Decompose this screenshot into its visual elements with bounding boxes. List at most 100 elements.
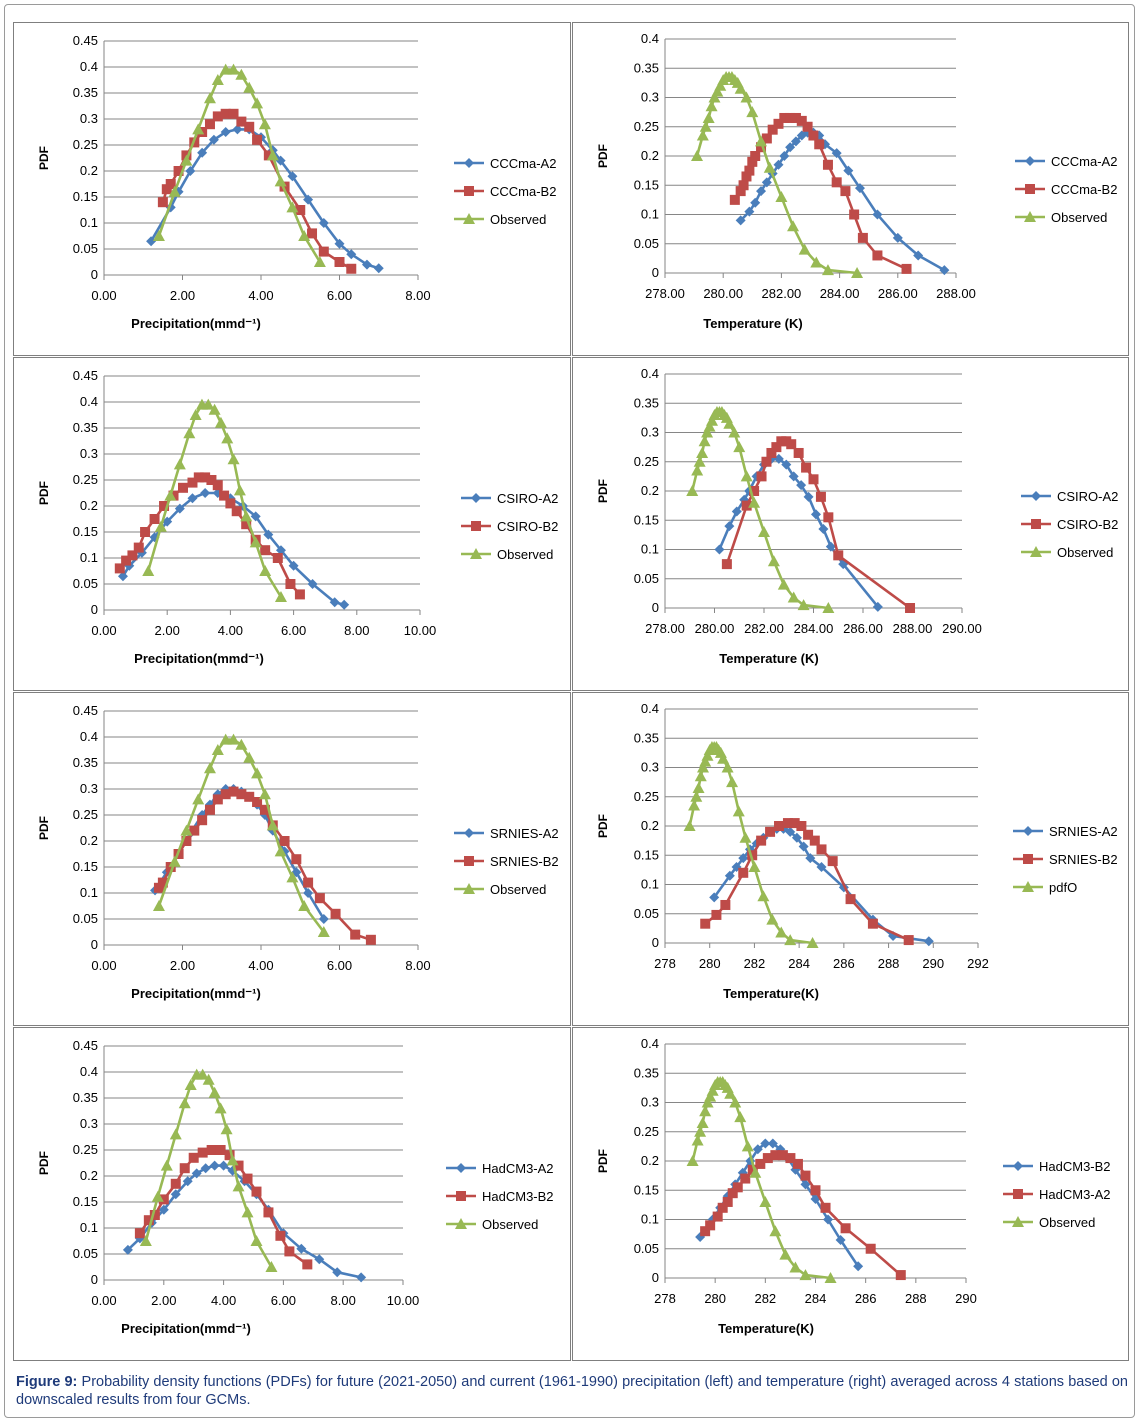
y-tick-label: 0.3	[80, 111, 98, 126]
data-point-pdfo	[726, 776, 739, 788]
data-point-pdfo	[699, 755, 712, 767]
data-point-cccma-a2	[790, 136, 801, 147]
data-point-observed	[763, 161, 776, 173]
legend-marker-observed	[1030, 546, 1042, 557]
x-tick-label: 278.00	[645, 286, 685, 301]
x-tick-label: 278	[654, 956, 676, 971]
x-tick-label: 282	[754, 1291, 776, 1306]
legend-label-cccma-b2: CCCma-B2	[490, 184, 556, 199]
y-axis-title: PDF	[596, 144, 610, 168]
y-tick-label: 0.2	[641, 1153, 659, 1168]
x-tick-label: 6.00	[271, 1293, 296, 1308]
y-tick-label: 0.25	[634, 1124, 659, 1139]
data-point-cccma-a2	[831, 148, 842, 159]
data-point-observed	[313, 256, 326, 267]
data-point-observed	[286, 871, 299, 883]
data-point-hadcm3-a2	[770, 1150, 781, 1161]
y-tick-label: 0.15	[73, 524, 98, 539]
data-point-cccma-a2	[303, 194, 314, 205]
data-point-observed	[258, 118, 271, 130]
legend-marker-observed	[1024, 211, 1036, 222]
data-point-hadcm3-b2	[752, 1144, 763, 1155]
chart-panel-ccma-temperature: 0 0.05 0.1 0.15 0.2 0.25 0.3 0.35 0.4 278.00 280.0…	[572, 22, 1129, 356]
data-point-observed	[696, 1116, 709, 1128]
x-tick-label: 4.00	[248, 288, 273, 303]
y-tick-label: 0.1	[641, 542, 659, 557]
data-point-observed	[703, 420, 716, 432]
data-point-cccma-b2	[307, 228, 318, 239]
data-point-observed	[694, 1125, 707, 1137]
y-tick-label: 0.25	[73, 472, 98, 487]
y-tick-label: 0.35	[634, 730, 659, 745]
x-tick-label: 290	[922, 956, 944, 971]
data-point-srnies-b2	[220, 789, 231, 800]
data-point-hadcm3-a2	[712, 1211, 723, 1222]
figure-caption: Figure 9: Probability density functions …	[16, 1373, 1128, 1409]
y-tick-label: 0.1	[641, 1212, 659, 1227]
data-point-hadcm3-b2	[835, 1234, 846, 1245]
x-axis-title: Temperature (K)	[703, 316, 802, 331]
legend-marker-srnies-a2	[1023, 826, 1033, 836]
data-point-cccma-b2	[729, 194, 740, 205]
data-point-observed	[851, 267, 864, 278]
data-point-srnies-b2	[765, 826, 776, 837]
data-point-hadcm3-b2	[284, 1246, 295, 1257]
y-tick-label: 0.35	[73, 755, 98, 770]
legend-marker-cccma-b2	[464, 186, 474, 196]
x-tick-label: 6.00	[327, 288, 352, 303]
legend-marker-observed	[1012, 1216, 1024, 1227]
data-point-observed	[219, 63, 232, 75]
x-tick-label: 4.00	[218, 623, 243, 638]
data-point-hadcm3-a2	[747, 1164, 758, 1175]
data-point-observed	[178, 1097, 191, 1109]
data-point-hadcm3-a2	[755, 1158, 766, 1169]
data-point-csiro-a2	[124, 560, 135, 571]
legend-label-cccma-a2: CCCma-A2	[1051, 154, 1117, 169]
data-point-hadcm3-a2	[356, 1272, 367, 1283]
data-point-hadcm3-b2	[760, 1138, 771, 1149]
data-point-observed	[180, 154, 193, 166]
legend-marker-cccma-a2	[464, 158, 474, 168]
legend-marker-srnies-a2	[464, 828, 474, 838]
data-point-cccma-a2	[146, 236, 157, 247]
x-tick-label: 284.00	[794, 621, 834, 636]
data-point-hadcm3-b2	[775, 1144, 786, 1155]
data-point-csiro-a2	[731, 506, 742, 517]
data-point-csiro-b2	[761, 456, 772, 467]
data-point-hadcm3-b2	[800, 1179, 811, 1190]
data-point-observed	[706, 1084, 719, 1096]
data-point-observed	[203, 762, 216, 774]
data-point-cccma-b2	[318, 246, 329, 257]
data-point-cccma-b2	[157, 197, 168, 208]
data-point-cccma-b2	[831, 177, 842, 188]
x-tick-label: 8.00	[344, 623, 369, 638]
legend-label-hadcm3-a2: HadCM3-A2	[482, 1161, 554, 1176]
data-point-observed	[749, 1166, 762, 1178]
x-tick-label: 280.00	[695, 621, 735, 636]
x-tick-label: 8.00	[405, 288, 430, 303]
legend-label-observed: Observed	[1039, 1215, 1095, 1230]
y-tick-label: 0.2	[80, 833, 98, 848]
data-point-srnies-b2	[303, 877, 314, 888]
data-point-hadcm3-a2	[777, 1150, 788, 1161]
legend-marker-hadcm3-a2	[456, 1163, 466, 1173]
data-point-observed	[821, 264, 834, 276]
data-point-observed	[232, 1180, 245, 1192]
chart-hadcm3-temperature: 0 0.05 0.1 0.15 0.2 0.25 0.3 0.35 0.4 278 280 282 28…	[596, 1036, 1111, 1336]
data-point-hadcm3-a2	[785, 1153, 796, 1164]
data-point-csiro-a2	[803, 491, 814, 502]
data-point-cccma-b2	[790, 112, 801, 123]
data-point-observed	[258, 788, 271, 800]
data-point-cccma-b2	[346, 263, 357, 274]
y-tick-label: 0	[652, 600, 659, 615]
y-tick-label: 0.15	[634, 512, 659, 527]
chart-csiro-precipitation: 0 0.05 0.1 0.15 0.2 0.25 0.3 0.35 0.4 0.45 0.00 2.0…	[37, 368, 558, 666]
data-point-csiro-b2	[127, 550, 138, 561]
y-tick-label: 0.4	[641, 366, 659, 381]
data-point-cccma-a2	[773, 159, 784, 170]
data-point-hadcm3-a2	[182, 1176, 193, 1187]
data-point-hadcm3-a2	[820, 1202, 831, 1213]
x-tick-label: 286	[833, 956, 855, 971]
legend-marker-hadcm3-a2	[1013, 1189, 1023, 1199]
data-point-csiro-a2	[872, 601, 883, 612]
